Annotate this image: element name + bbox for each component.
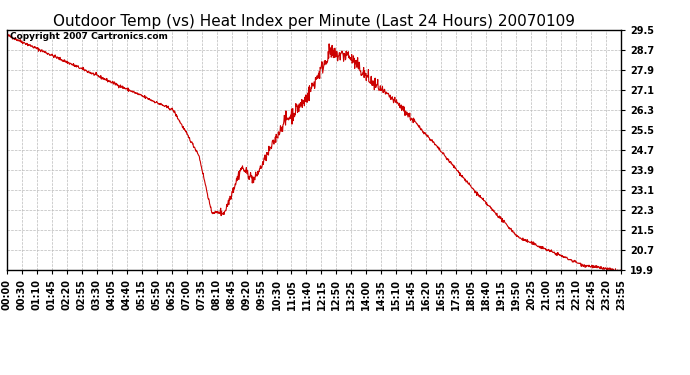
Text: Copyright 2007 Cartronics.com: Copyright 2007 Cartronics.com (10, 32, 168, 41)
Title: Outdoor Temp (vs) Heat Index per Minute (Last 24 Hours) 20070109: Outdoor Temp (vs) Heat Index per Minute … (53, 14, 575, 29)
